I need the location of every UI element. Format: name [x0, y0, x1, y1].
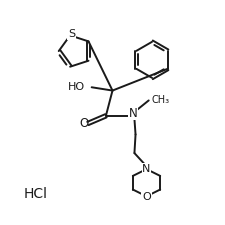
Text: N: N	[142, 164, 151, 174]
Text: HCl: HCl	[24, 187, 48, 201]
Text: N: N	[129, 107, 138, 120]
Text: O: O	[142, 192, 151, 202]
Text: S: S	[68, 29, 75, 39]
Text: HO: HO	[68, 82, 85, 92]
Text: O: O	[79, 117, 88, 130]
Text: CH₃: CH₃	[151, 95, 169, 106]
